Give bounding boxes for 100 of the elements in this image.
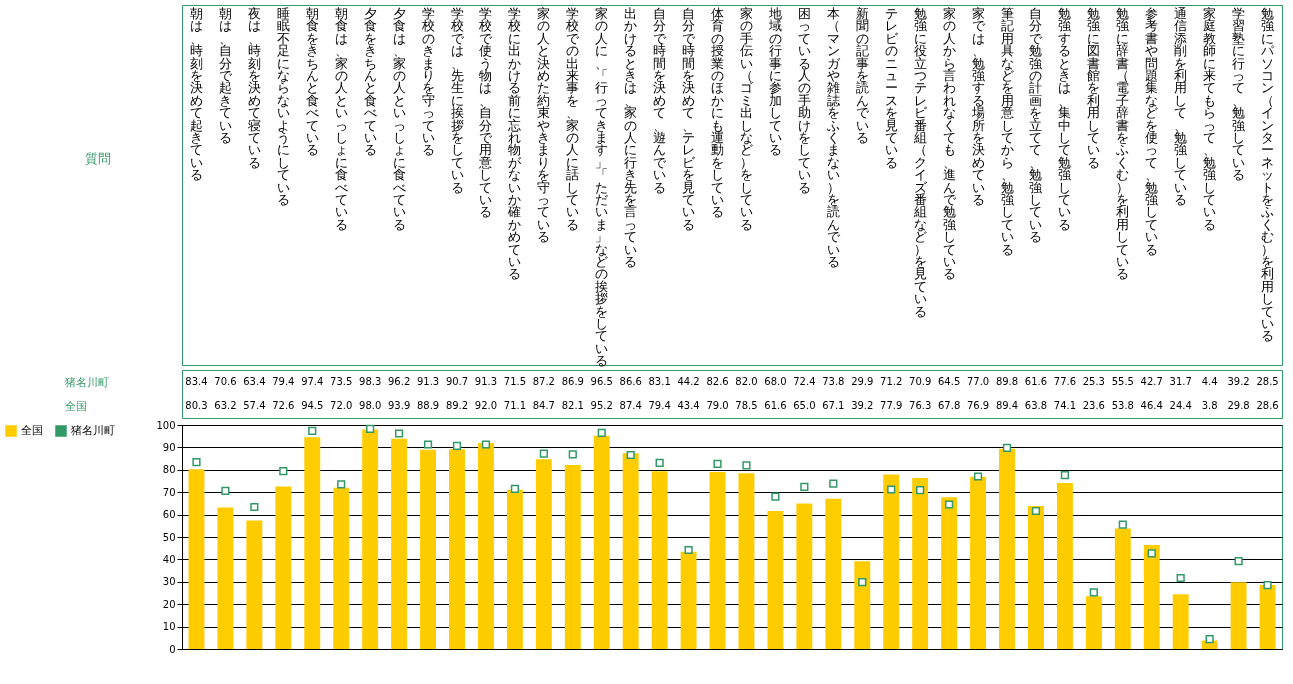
point	[800, 482, 809, 491]
point	[481, 440, 491, 449]
data-label: 42.7	[1140, 376, 1163, 387]
data-label: 76.9	[966, 400, 990, 411]
data-label: 80.3	[185, 400, 208, 411]
bar	[1056, 483, 1073, 649]
data-label: 86.9	[561, 376, 584, 387]
category-label: 朝食は、家の人といっしょに食べている	[334, 6, 348, 232]
y-tick-label: 40	[162, 553, 176, 565]
data-label: 83.1	[648, 376, 671, 387]
data-label: 87.2	[532, 376, 555, 387]
text: 猪名川町	[64, 375, 109, 389]
bar	[246, 520, 263, 649]
category-label: 筆記用具などを用意してから、勉強している	[1000, 6, 1014, 257]
data-label: 73.8	[822, 376, 845, 387]
category-label: 学習塾に行って、勉強している	[1232, 6, 1246, 183]
point	[973, 472, 983, 481]
bar	[999, 448, 1015, 649]
bar	[535, 459, 552, 649]
data-label: 76.3	[909, 400, 932, 411]
data-label: 77.6	[1053, 376, 1077, 387]
bar	[1085, 596, 1102, 649]
point	[510, 484, 519, 493]
data-label: 39.2	[1227, 376, 1250, 387]
category-label: 学校で使う物は、自分で用意している	[479, 6, 493, 220]
bar	[1259, 584, 1276, 649]
data-label: 79.4	[648, 400, 671, 411]
data-label: 63.8	[1024, 400, 1048, 411]
category-label: 勉強に辞書（電子辞書をふくむ）を利用している	[1116, 6, 1130, 282]
bar	[275, 486, 292, 649]
category-label: 家の人から言われなくても、進んで勉強している	[942, 6, 956, 282]
data-label: 98.0	[359, 400, 382, 411]
bar	[825, 498, 842, 649]
data-label: 78.5	[735, 400, 758, 411]
category-label: 勉強にパソコン（インターネットをふくむ）を利用している	[1261, 6, 1275, 344]
data-label: 95.2	[590, 400, 613, 411]
bar	[622, 453, 639, 649]
category-label: 家の手伝い（ゴミ出しなど）をしている	[739, 6, 753, 232]
point	[423, 440, 433, 449]
data-label: 82.0	[735, 376, 758, 387]
bar	[854, 561, 871, 649]
y-tick-label: 10	[162, 621, 176, 633]
category-label: 学校での出来事を、家の人に話している	[566, 6, 580, 232]
data-label: 90.7	[445, 376, 469, 387]
point	[916, 486, 925, 495]
data-label: 98.3	[359, 376, 382, 387]
data-label: 57.4	[243, 400, 266, 411]
bar	[477, 442, 494, 649]
category-label: 朝は、時刻を決めて起きている	[189, 6, 203, 183]
bar	[767, 511, 784, 649]
bar	[796, 503, 813, 649]
bar	[1230, 582, 1247, 649]
category-label: 家の人に、「行ってきます」「ただいま」などの挨拶をしている	[595, 6, 609, 369]
bar	[680, 551, 697, 649]
data-label: 71.5	[503, 376, 527, 387]
data-label: 83.4	[185, 376, 208, 387]
data-label: 46.4	[1140, 400, 1163, 411]
point	[945, 500, 954, 509]
data-label: 96.2	[387, 376, 411, 387]
data-label: 89.4	[995, 400, 1019, 411]
point	[684, 545, 693, 555]
data-label: 82.1	[561, 400, 584, 411]
category-label: 睡眠不足にならないようにしている	[276, 6, 290, 207]
point	[829, 479, 838, 488]
data-label: 71.2	[880, 376, 903, 387]
point	[192, 458, 201, 467]
data-label: 63.4	[243, 376, 266, 387]
category-label: 自分で勉強の計画を立てて、勉強している	[1029, 6, 1043, 245]
data-label: 72.4	[793, 376, 816, 387]
category-label: テレビのニュースを見ている	[884, 6, 898, 170]
category-label: 勉強に図書館を利用している	[1087, 6, 1101, 170]
bar	[391, 438, 408, 649]
bar	[1027, 506, 1044, 649]
category-label: 通信添削を利用して、勉強している	[1174, 6, 1188, 207]
bar	[217, 507, 234, 649]
category-label: 本（マンガや雑誌をふくまない）を読んでいる	[826, 6, 840, 269]
point	[366, 424, 375, 433]
data-label: 63.2	[214, 400, 237, 411]
data-label: 79.0	[706, 400, 729, 411]
data-label: 71.1	[503, 400, 527, 411]
data-label: 79.4	[272, 376, 295, 387]
data-label: 77.0	[966, 376, 990, 387]
bar	[420, 449, 437, 649]
y-tick-label: 90	[162, 441, 176, 453]
bar	[593, 435, 610, 649]
data-label: 55.5	[1111, 376, 1134, 387]
data-label: 74.1	[1053, 400, 1077, 411]
data-label: 4.4	[1201, 376, 1218, 387]
point	[858, 577, 867, 587]
data-label: 87.4	[619, 400, 642, 411]
y-tick-label: 70	[162, 486, 176, 498]
data-label: 97.4	[301, 376, 324, 387]
point	[279, 467, 288, 476]
category-label: 朝は、自分で起きている	[218, 6, 232, 145]
category-label: 学校に出かける前に忘れ物がないか確かめている	[508, 6, 522, 282]
legend-label: 全国	[21, 424, 43, 437]
point	[597, 428, 606, 437]
point	[626, 450, 635, 460]
bar	[941, 497, 958, 649]
bar	[970, 476, 987, 649]
